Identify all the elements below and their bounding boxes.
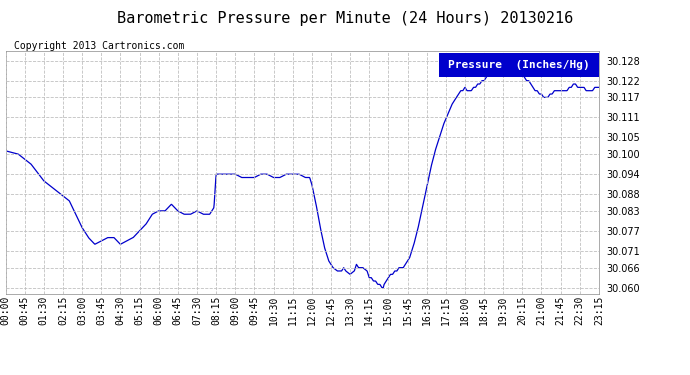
Text: Copyright 2013 Cartronics.com: Copyright 2013 Cartronics.com: [14, 41, 184, 51]
Text: Barometric Pressure per Minute (24 Hours) 20130216: Barometric Pressure per Minute (24 Hours…: [117, 11, 573, 26]
